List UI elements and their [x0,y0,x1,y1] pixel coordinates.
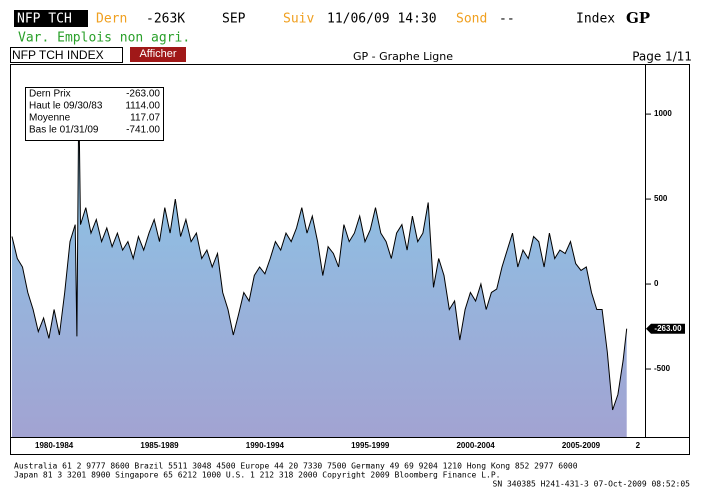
button-label: Afficher [139,48,176,60]
last-value-marker [646,323,685,334]
survey-value: -- [499,12,515,27]
info-value: 1114.00 [125,101,160,112]
footer-line: SN 340385 H241-431-3 07-Oct-2009 08:52:0… [493,480,691,489]
last-value-label: -263.00 [654,324,682,333]
footer: Australia 61 2 9777 8600 Brazil 5511 304… [14,462,690,489]
security-input[interactable] [10,47,123,63]
y-tick-label: -500 [654,364,671,373]
period: SEP [222,12,246,27]
ticker: NFP TCH [17,12,72,27]
info-value: 117.07 [130,113,160,124]
security: NFP TCH INDEX [12,48,104,62]
line [11,94,628,411]
x-tick-label: 1985-1989 [140,441,179,450]
info-label: Bas le 01/31/09 [29,125,99,136]
plot: 1000 500 0 -500 1980-1984 1985-1989 1990-1994 1… [11,94,685,450]
description: Var. Emplois non agri. [18,31,190,46]
y-tick-label: 1000 [654,109,672,118]
y-tick-label: 0 [654,279,659,288]
info-label: Haut le 09/30/83 [29,101,103,112]
area [12,94,627,437]
info-value: -741.00 [126,125,160,136]
chart-title: GP - Graphe Ligne [353,50,453,63]
info-value: -263.00 [126,89,160,100]
next-label: Suiv [283,12,314,27]
last-label: Dern [96,12,127,27]
index-label: Index [576,12,615,27]
x-tick-label: 1980-1984 [35,441,74,450]
page-number: Page 1/11 [632,50,692,64]
footer-line: Japan 81 3 3201 8900 Singapore 65 6212 1… [14,471,500,480]
x-tick-label: 1995-1999 [351,441,390,450]
info-label: Dern Prix [29,89,71,100]
function: GP [626,9,650,27]
last-value: -263K [146,12,185,27]
y-tick-label: 500 [654,194,668,203]
x-tick-label: 2000-2004 [456,441,495,450]
info-box: Dern Prix -263.00 Haut le 09/30/83 1114.00 M… [25,87,164,141]
ticker-bg [14,10,88,27]
info-box-frame [25,87,164,141]
afficher-button[interactable] [130,47,186,62]
x-tick-label: 1990-1994 [246,441,285,450]
x-tick-label: 2005-2009 [562,441,601,450]
info-label: Moyenne [29,113,71,124]
next-date: 11/06/09 14:30 [327,12,437,27]
footer-line: Australia 61 2 9777 8600 Brazil 5511 304… [14,462,578,471]
survey-label: Sond [456,12,487,27]
x-tick-label: 2 [636,441,641,450]
